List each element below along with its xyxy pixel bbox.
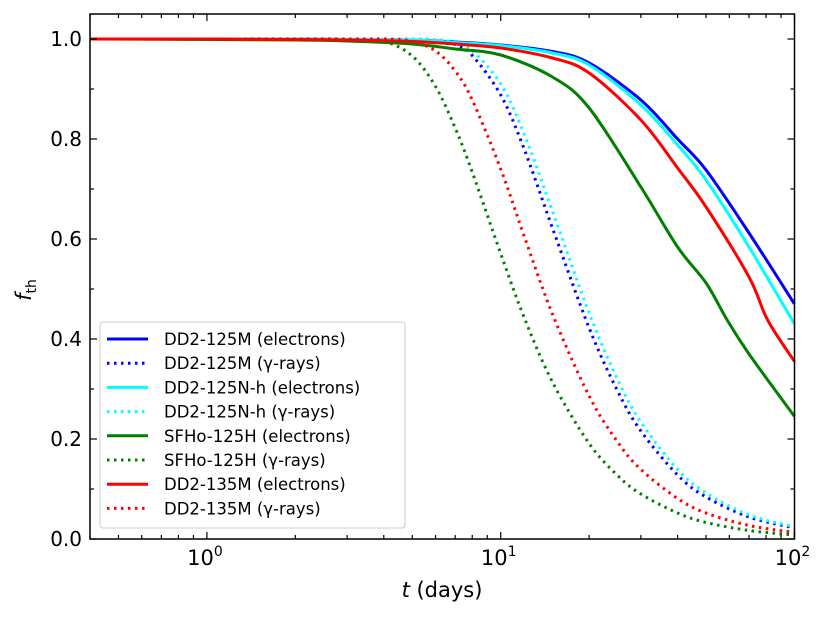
legend-entry: DD2-125N-h (γ-rays) bbox=[107, 403, 335, 422]
series-line-0 bbox=[89, 37, 796, 305]
x-tick-base: 10 bbox=[187, 546, 214, 570]
x-tick-base: 10 bbox=[775, 546, 802, 570]
plot-frame bbox=[89, 13, 796, 540]
legend-entry: SFHo-125H (γ-rays) bbox=[107, 451, 326, 470]
axis-ticks bbox=[89, 14, 796, 540]
legend-entry: DD2-125M (γ-rays) bbox=[107, 354, 321, 373]
y-tick-label: 0.2 bbox=[50, 427, 82, 451]
y-tick-labels: 0.0 0.2 0.4 0.6 0.8 1.0 bbox=[50, 27, 82, 551]
y-axis-label-sub: th bbox=[24, 279, 40, 293]
series-line-3 bbox=[89, 37, 795, 529]
x-axis-label-unit: (days) bbox=[410, 578, 483, 602]
series-layer bbox=[89, 37, 796, 537]
y-axis-label-main: f bbox=[12, 290, 36, 301]
legend-entry: SFHo-125H (electrons) bbox=[107, 427, 351, 446]
x-tick-exponent: 0 bbox=[214, 544, 223, 560]
x-tick-exponent: 2 bbox=[801, 544, 810, 560]
series-line-6 bbox=[89, 37, 796, 363]
x-tick-labels: 100 101 102 bbox=[187, 544, 810, 570]
legend-label: DD2-125M (γ-rays) bbox=[164, 354, 321, 373]
legend-box bbox=[99, 321, 406, 529]
legend-label: SFHo-125H (γ-rays) bbox=[164, 451, 326, 470]
legend-entry: DD2-125N-h (electrons) bbox=[107, 378, 360, 397]
legend-label: DD2-135M (γ-rays) bbox=[164, 499, 321, 518]
legend-entry: DD2-135M (γ-rays) bbox=[107, 499, 321, 518]
x-axis-label: t (days) bbox=[402, 578, 483, 602]
x-axis-label-var: t bbox=[402, 578, 411, 602]
legend-label: DD2-125M (electrons) bbox=[164, 330, 346, 349]
legend-label: DD2-125N-h (electrons) bbox=[164, 378, 360, 397]
x-tick-label: 100 bbox=[187, 544, 223, 570]
x-tick-exponent: 1 bbox=[508, 544, 517, 560]
y-axis-label: fth bbox=[12, 279, 40, 301]
legend-label: SFHo-125H (electrons) bbox=[164, 427, 351, 446]
y-tick-label: 0.4 bbox=[50, 327, 82, 351]
x-tick-label: 102 bbox=[775, 544, 811, 570]
x-tick-base: 10 bbox=[481, 546, 508, 570]
legend: DD2-125M (electrons) DD2-125M (γ-rays) DD2… bbox=[99, 321, 406, 529]
legend-label: DD2-135M (electrons) bbox=[164, 475, 346, 494]
y-tick-label: 0.6 bbox=[50, 227, 82, 251]
legend-entry: DD2-125M (electrons) bbox=[107, 330, 346, 349]
legend-label: DD2-125N-h (γ-rays) bbox=[164, 403, 335, 422]
y-tick-label: 0.8 bbox=[50, 127, 82, 151]
y-tick-label: 1.0 bbox=[50, 27, 82, 51]
legend-entry: DD2-135M (electrons) bbox=[107, 475, 346, 494]
y-tick-label: 0.0 bbox=[50, 527, 82, 551]
x-tick-label: 101 bbox=[481, 544, 517, 570]
